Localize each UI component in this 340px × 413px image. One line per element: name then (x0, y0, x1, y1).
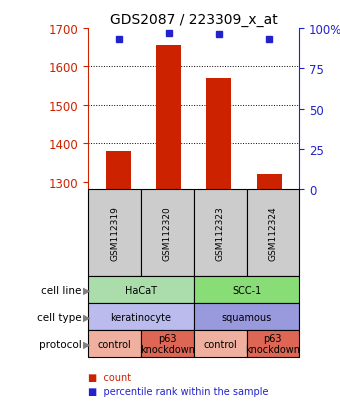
Text: ■  count: ■ count (88, 372, 132, 382)
Text: control: control (203, 339, 237, 349)
Title: GDS2087 / 223309_x_at: GDS2087 / 223309_x_at (110, 12, 278, 26)
Text: p63
knockdown: p63 knockdown (140, 333, 195, 355)
Text: control: control (98, 339, 132, 349)
Text: keratinocyte: keratinocyte (110, 312, 172, 322)
Text: protocol: protocol (39, 339, 82, 349)
Text: ▶: ▶ (83, 339, 91, 349)
Text: ▶: ▶ (83, 285, 91, 295)
Bar (257, 175, 282, 190)
Text: SCC-1: SCC-1 (232, 285, 261, 295)
Text: GSM112324: GSM112324 (268, 206, 277, 261)
Text: HaCaT: HaCaT (125, 285, 157, 295)
Text: GSM112323: GSM112323 (216, 206, 225, 261)
Bar (156, 46, 181, 190)
Text: ■  percentile rank within the sample: ■ percentile rank within the sample (88, 386, 269, 396)
Bar (206, 79, 232, 190)
Text: GSM112319: GSM112319 (110, 206, 119, 261)
Text: cell type: cell type (37, 312, 82, 322)
Bar (106, 152, 131, 190)
Text: squamous: squamous (221, 312, 272, 322)
Text: GSM112320: GSM112320 (163, 206, 172, 261)
Text: p63
knockdown: p63 knockdown (245, 333, 300, 355)
Text: ▶: ▶ (83, 312, 91, 322)
Text: cell line: cell line (41, 285, 82, 295)
